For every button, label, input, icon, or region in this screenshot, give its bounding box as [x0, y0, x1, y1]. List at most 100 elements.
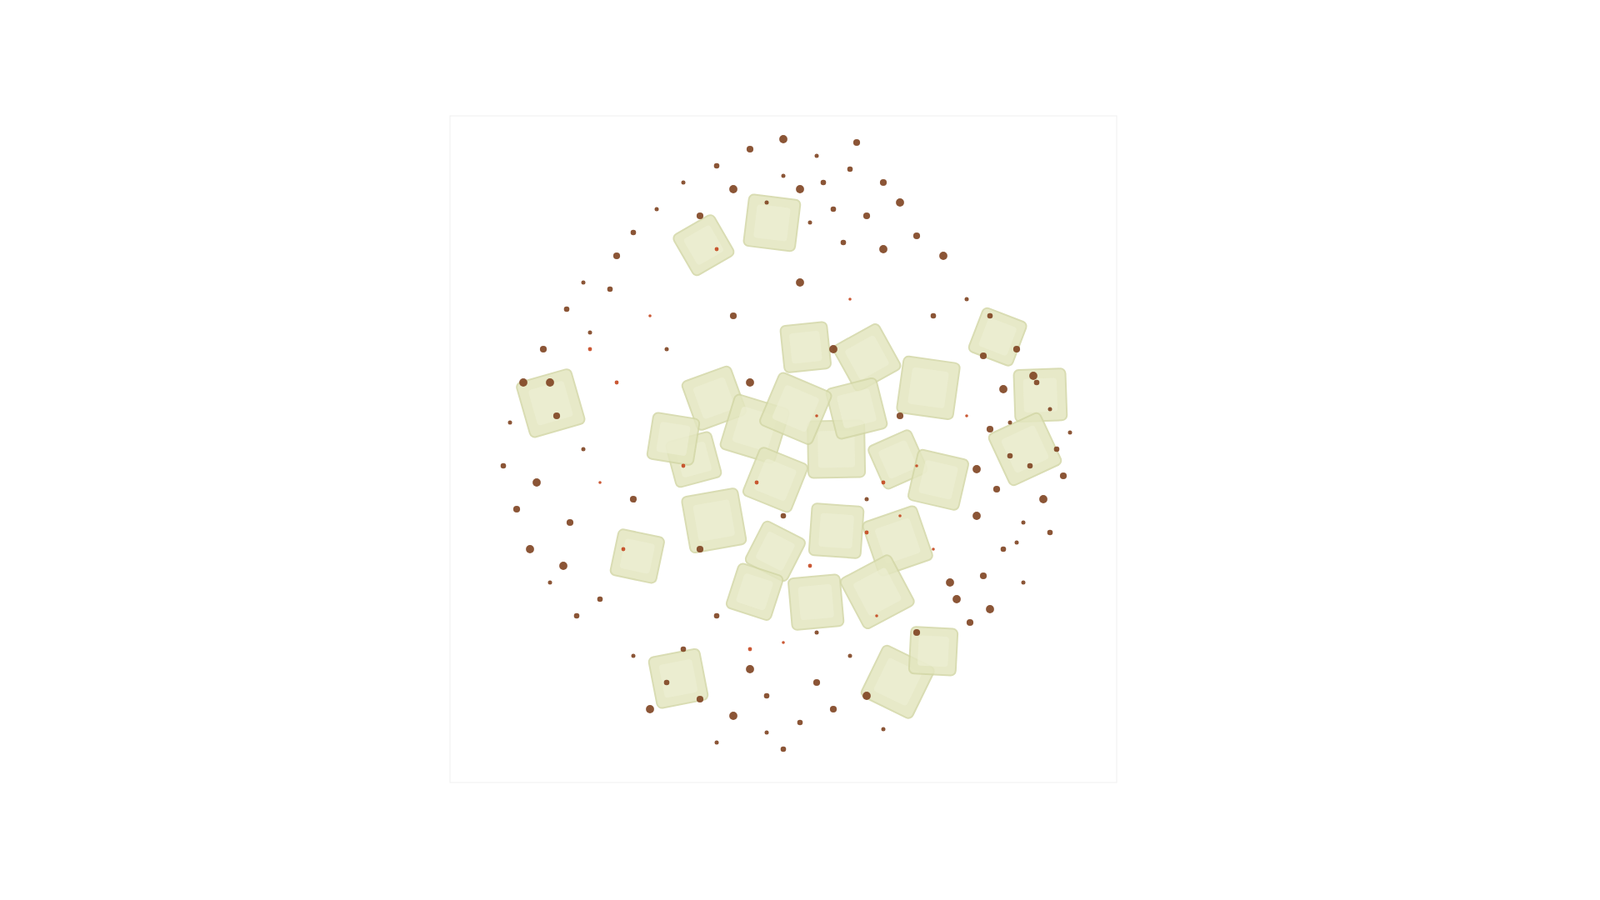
dot-marker — [820, 180, 827, 186]
dot-marker — [680, 646, 687, 653]
series — [515, 194, 1068, 720]
cube-highlight — [918, 460, 959, 500]
dot-marker — [945, 578, 955, 587]
cube-highlight — [655, 421, 691, 457]
dot-marker — [875, 614, 879, 618]
dot-marker — [863, 212, 870, 220]
dot-marker — [715, 247, 720, 252]
dot-marker — [764, 693, 770, 700]
dot-marker — [748, 647, 753, 652]
cube-highlight — [978, 317, 1018, 357]
dot-marker — [966, 619, 974, 626]
cube-marker — [987, 411, 1063, 487]
dot-marker — [813, 679, 820, 686]
cube-face — [825, 377, 888, 440]
cube-highlight — [683, 224, 725, 266]
dot-marker — [765, 730, 770, 735]
cube-face — [515, 368, 586, 439]
dot-marker — [830, 705, 837, 713]
cube-highlight — [852, 566, 903, 617]
dot-marker — [939, 251, 948, 260]
dot-marker — [532, 478, 541, 487]
cube-marker — [1013, 368, 1067, 422]
cube-highlight — [789, 330, 823, 365]
dot-marker — [815, 630, 820, 635]
dot-marker — [540, 345, 547, 353]
cube-marker — [967, 306, 1028, 367]
dot-marker — [865, 497, 870, 502]
dot-marker — [588, 347, 593, 352]
cube-face — [987, 411, 1063, 487]
dot-marker — [808, 564, 813, 569]
dot-marker — [847, 166, 854, 173]
cube-marker — [680, 487, 747, 554]
cube-highlight — [877, 439, 918, 480]
dot-marker — [985, 605, 995, 614]
cube-marker — [646, 412, 700, 466]
dot-marker — [898, 514, 902, 518]
cube-highlight — [658, 659, 698, 699]
cube-marker — [839, 553, 916, 630]
dot-marker — [931, 547, 935, 551]
dot-marker — [1008, 420, 1013, 425]
cube-highlight — [753, 204, 791, 242]
dot-marker — [1068, 430, 1073, 435]
dot-marker — [755, 480, 760, 485]
dot-marker — [729, 711, 738, 720]
chart — [0, 0, 1600, 900]
dot-marker — [566, 519, 574, 526]
dot-marker — [1021, 520, 1026, 525]
dot-marker — [1013, 345, 1020, 353]
cube-highlight — [619, 538, 655, 575]
dot-marker — [598, 480, 602, 485]
dot-marker — [848, 297, 852, 301]
dot-marker — [696, 212, 704, 220]
cube-highlight — [1000, 425, 1050, 475]
dot-marker — [972, 465, 981, 474]
dot-marker — [621, 547, 626, 552]
dot-marker — [588, 330, 593, 335]
cube-highlight — [1023, 377, 1059, 413]
cube-highlight — [907, 366, 950, 409]
cube-marker — [896, 355, 961, 420]
dot-marker — [1060, 472, 1067, 480]
dot-marker — [965, 297, 970, 302]
cube-face — [1013, 368, 1067, 422]
dot-marker — [597, 596, 604, 603]
cube-highlight — [818, 512, 855, 549]
cube-marker — [788, 574, 845, 630]
dot-marker — [564, 306, 570, 313]
dot-marker — [781, 640, 785, 645]
cube-highlight — [755, 530, 796, 572]
cube-marker — [909, 626, 959, 676]
dot-marker — [696, 545, 704, 553]
dot-marker — [745, 378, 755, 387]
dot-marker — [895, 198, 905, 207]
dot-marker — [865, 530, 870, 535]
cube-highlight — [797, 584, 835, 621]
cube-marker — [743, 194, 801, 252]
cube-face — [896, 355, 961, 420]
dot-marker — [559, 561, 568, 570]
cube-face — [809, 503, 865, 559]
cube-face — [671, 213, 735, 277]
plot-frame — [450, 115, 1117, 783]
dot-marker — [1021, 580, 1026, 585]
dot-marker — [714, 613, 720, 620]
dot-marker — [746, 145, 754, 153]
dot-marker — [880, 179, 887, 186]
dot-marker — [795, 185, 805, 194]
dot-marker — [1054, 446, 1060, 453]
cube-face — [646, 412, 700, 466]
dot-marker — [780, 513, 787, 520]
dot-marker — [729, 185, 738, 194]
cube-marker — [515, 368, 586, 439]
dot-marker — [1039, 495, 1048, 504]
dot-marker — [830, 206, 837, 213]
cube-marker — [758, 371, 833, 446]
cube-face — [680, 487, 747, 554]
dot-marker — [1007, 453, 1014, 460]
dot-marker — [519, 378, 528, 387]
dot-marker — [779, 135, 788, 144]
dot-marker — [655, 207, 660, 212]
